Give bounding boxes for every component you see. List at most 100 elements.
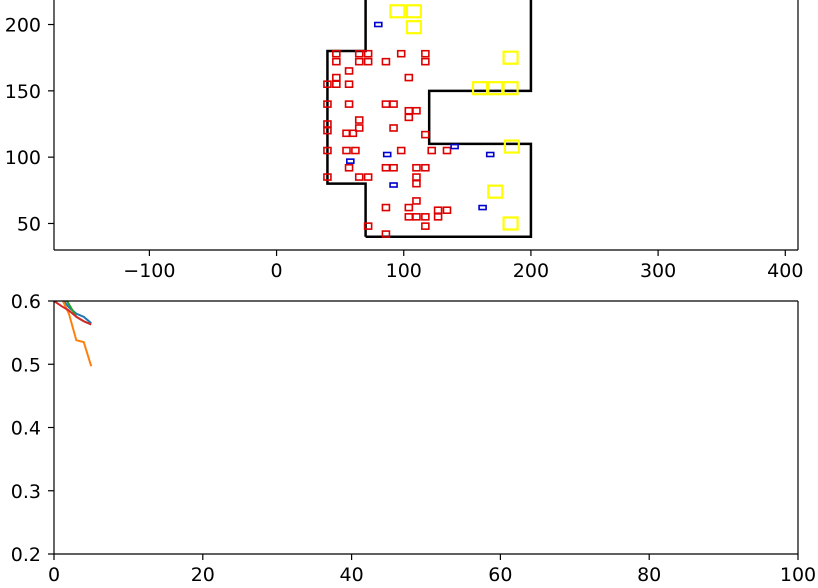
line-plot-y-tick-label: 0.2 <box>11 544 41 566</box>
red-box <box>323 80 332 89</box>
red-box <box>354 57 364 66</box>
line-plot-y-tick-label: 0.6 <box>11 291 41 313</box>
red-box <box>363 57 373 66</box>
blue-box <box>346 158 355 164</box>
yellow-box <box>502 50 519 65</box>
red-box <box>344 67 354 75</box>
red-box <box>381 100 391 108</box>
red-box <box>412 163 421 172</box>
line-plot-x-tick-label: 80 <box>637 564 661 586</box>
map-plot-x-tick-label: 0 <box>271 260 283 282</box>
red-box <box>404 203 414 212</box>
line-plot-x-tick-label: 60 <box>488 564 512 586</box>
series-line-4 <box>54 301 92 326</box>
series-line-1 <box>62 301 92 324</box>
red-box <box>427 146 437 155</box>
red-box <box>332 49 341 58</box>
red-box <box>404 106 414 115</box>
red-box <box>442 206 452 215</box>
red-box <box>389 124 398 132</box>
map-plot-area <box>323 0 533 238</box>
red-box <box>421 57 430 66</box>
yellow-box <box>487 81 504 96</box>
series-line-2 <box>61 301 93 367</box>
red-box <box>412 173 421 181</box>
map-plot-x-tick-label: −100 <box>123 260 175 282</box>
yellow-box <box>471 81 489 96</box>
red-box <box>396 49 406 58</box>
red-box <box>332 80 341 89</box>
red-box <box>433 213 443 221</box>
map-plot-y-tick-label: 200 <box>5 15 41 37</box>
red-box <box>389 163 398 172</box>
red-box <box>396 146 406 155</box>
red-box <box>323 173 332 181</box>
line-plot-x-tick-label: 40 <box>340 564 364 586</box>
wall-line <box>326 0 533 238</box>
series-lines <box>54 301 93 367</box>
map-plot-x-tick-label: 300 <box>640 260 676 282</box>
red-box <box>354 124 364 132</box>
red-box <box>412 213 421 221</box>
blue-box <box>374 21 383 28</box>
red-box <box>389 100 398 108</box>
map-plot-y-tick-label: 100 <box>5 147 41 169</box>
map-plot-y-tick-label: 150 <box>5 81 41 103</box>
red-box <box>363 49 373 58</box>
red-box <box>354 116 364 124</box>
blue-box <box>485 151 495 158</box>
line-plot-area <box>54 301 93 367</box>
red-box <box>404 73 414 82</box>
red-box <box>404 213 414 221</box>
wall-outline <box>326 0 533 238</box>
line-plot-y-tick-label: 0.4 <box>11 418 41 440</box>
map-plot: −100 0 100 200 300 400 50 100 150 200 <box>5 0 803 282</box>
line-plot-axes: 0 20 40 60 80 100 0.2 0.3 0.4 0.5 0.6 <box>11 291 816 586</box>
yellow-box <box>405 4 423 19</box>
red-box <box>421 49 430 58</box>
line-plot-y-tick-label: 0.5 <box>11 354 41 376</box>
red-box <box>421 130 430 139</box>
red-box <box>381 203 391 212</box>
red-box <box>421 222 430 230</box>
red-box <box>342 146 351 155</box>
red-box <box>344 163 354 172</box>
red-box <box>381 163 391 172</box>
blue-box <box>450 143 459 150</box>
map-plot-x-tick-label: 100 <box>386 260 422 282</box>
red-box <box>344 80 354 89</box>
red-box <box>381 230 391 238</box>
blue-box <box>382 151 392 158</box>
red-box <box>381 57 391 66</box>
red-box <box>442 146 452 155</box>
map-plot-y-tick-label: 50 <box>17 213 41 235</box>
red-box <box>421 213 430 221</box>
blue-box <box>478 204 487 211</box>
red-box <box>433 206 443 215</box>
line-plot-y-tick-label: 0.3 <box>11 481 41 503</box>
yellow-box <box>503 139 520 154</box>
red-box <box>332 73 341 82</box>
red-box <box>412 106 421 115</box>
yellow-box <box>389 4 406 19</box>
line-plot-x-tick-label: 0 <box>48 564 60 586</box>
red-box <box>323 100 332 108</box>
red-box <box>332 57 341 66</box>
red-box <box>421 163 430 172</box>
red-box <box>412 179 421 188</box>
red-box <box>354 49 364 58</box>
red-box <box>351 146 360 155</box>
yellow-box <box>502 81 519 96</box>
red-box <box>323 146 332 155</box>
line-plot: 0 20 40 60 80 100 0.2 0.3 0.4 0.5 0.6 <box>11 291 816 586</box>
red-box <box>323 126 332 135</box>
yellow-box <box>405 20 423 35</box>
blue-box-group <box>346 21 495 211</box>
map-plot-x-tick-label: 400 <box>767 260 803 282</box>
yellow-box <box>502 216 519 231</box>
red-box <box>363 173 373 181</box>
line-plot-x-tick-label: 100 <box>780 564 816 586</box>
red-box <box>354 173 364 181</box>
red-box-group <box>323 49 452 238</box>
